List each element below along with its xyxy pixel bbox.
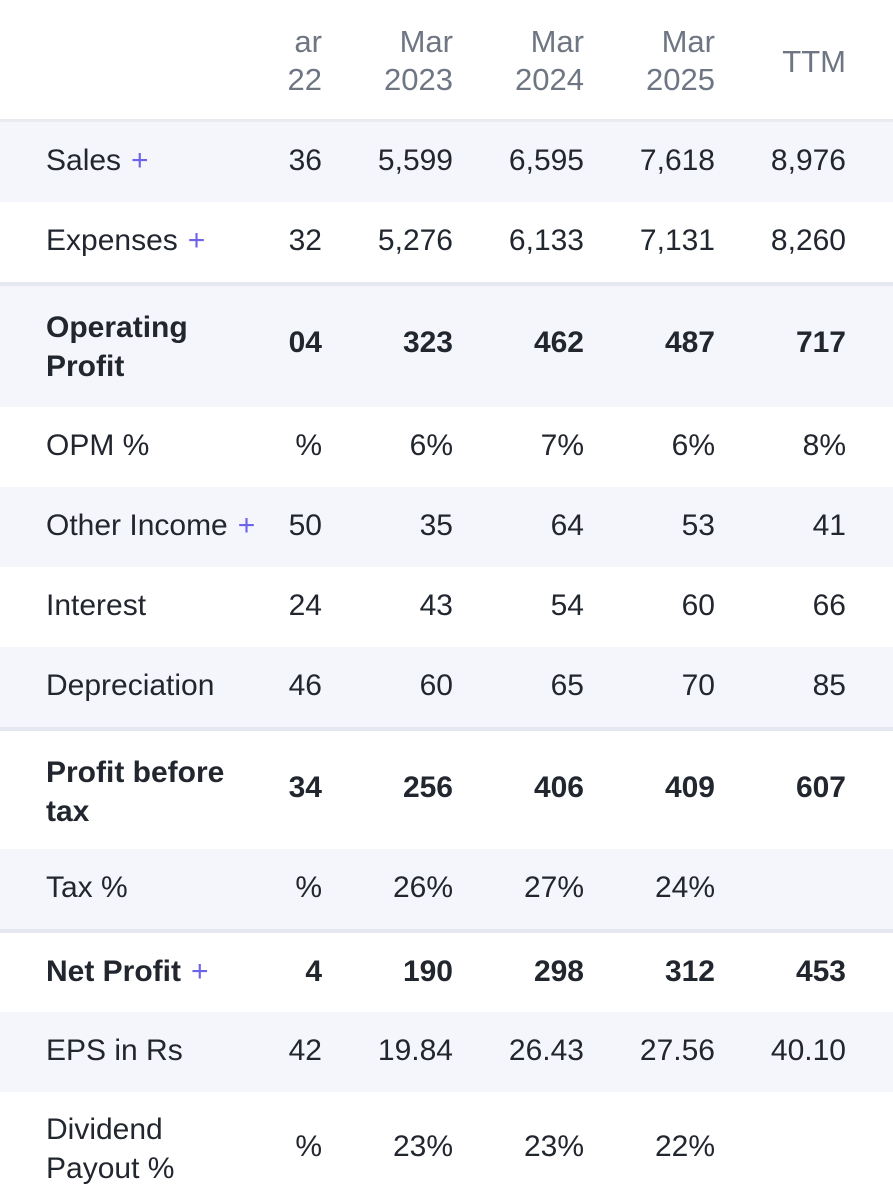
table-row: Interest 24 43 54 60 66 <box>0 567 893 647</box>
cell-mar-2023: 5,276 <box>377 224 453 257</box>
cell-mar-2025: 27.56 <box>639 1034 715 1067</box>
cell-mar-2025: 24% <box>654 871 715 904</box>
cell-mar-2023: 6% <box>409 429 453 462</box>
cell-partial: % <box>295 1130 322 1163</box>
table-row[interactable]: Other Income + 50 35 64 53 41 <box>0 487 893 567</box>
row-label: Dividend Payout % <box>46 1113 175 1185</box>
cell-ttm: 607 <box>795 771 846 804</box>
cell-partial: 50 <box>288 509 322 542</box>
cell-partial: % <box>295 871 322 904</box>
cell-mar-2023: 43 <box>419 589 453 622</box>
cell-ttm: 8,260 <box>770 224 846 257</box>
cell-ttm: 8% <box>802 429 846 462</box>
cell-partial: % <box>295 429 322 462</box>
table-row: OPM % % 6% 7% 6% 8% <box>0 407 893 487</box>
cell-mar-2024: 6,595 <box>508 144 584 177</box>
cell-mar-2024: 65 <box>550 669 584 702</box>
row-label: Interest <box>46 589 147 622</box>
header-col-partial: ar 22 <box>287 24 322 97</box>
table-row[interactable]: Net Profit + 4 190 298 312 453 <box>0 929 893 1012</box>
table-row: Profit before tax 34 256 406 409 607 <box>0 727 893 849</box>
cell-mar-2024: 406 <box>533 771 584 804</box>
row-label[interactable]: Expenses + <box>46 224 206 257</box>
expand-plus-icon[interactable]: + <box>191 955 209 988</box>
cell-mar-2023: 26% <box>392 871 453 904</box>
table-row: EPS in Rs 42 19.84 26.43 27.56 40.10 <box>0 1012 893 1092</box>
row-label[interactable]: Net Profit + <box>46 955 209 988</box>
row-label: OPM % <box>46 429 150 462</box>
cell-mar-2025: 22% <box>654 1130 715 1163</box>
header-col-ttm: TTM <box>782 44 846 79</box>
cell-partial: 24 <box>288 589 322 622</box>
row-label[interactable]: Sales + <box>46 144 149 177</box>
cell-mar-2024: 54 <box>550 589 584 622</box>
cell-mar-2025: 409 <box>664 771 715 804</box>
cell-mar-2023: 60 <box>419 669 453 702</box>
table-row: Operating Profit 04 323 462 487 717 <box>0 282 893 407</box>
expand-plus-icon[interactable]: + <box>237 509 256 542</box>
table-row: Dividend Payout % % 23% 23% 22% <box>0 1092 893 1202</box>
row-label: EPS in Rs <box>46 1034 183 1067</box>
row-label: Depreciation <box>46 669 215 702</box>
cell-partial: 36 <box>288 144 322 177</box>
row-label: Profit before tax <box>46 756 225 828</box>
cell-mar-2025: 312 <box>664 955 715 988</box>
expand-plus-icon[interactable]: + <box>187 224 206 257</box>
cell-ttm: 453 <box>795 955 846 988</box>
cell-mar-2025: 7,131 <box>639 224 715 257</box>
cell-mar-2023: 23% <box>392 1130 453 1163</box>
table-header: ar 22 Mar 2023 Mar 2024 Mar 2025 TTM <box>0 0 893 122</box>
cell-partial: 4 <box>305 955 322 988</box>
cell-mar-2024: 462 <box>533 326 584 359</box>
cell-partial: 04 <box>288 326 322 359</box>
cell-mar-2024: 27% <box>523 871 584 904</box>
cell-ttm: 41 <box>812 509 846 542</box>
cell-mar-2025: 53 <box>681 509 715 542</box>
cell-ttm: 85 <box>812 669 846 702</box>
cell-partial: 42 <box>288 1034 322 1067</box>
table-row: Tax % % 26% 27% 24% <box>0 849 893 929</box>
cell-ttm: 8,976 <box>770 144 846 177</box>
cell-mar-2023: 190 <box>402 955 453 988</box>
cell-partial: 34 <box>288 771 322 804</box>
cell-mar-2023: 5,599 <box>377 144 453 177</box>
cell-mar-2024: 298 <box>533 955 584 988</box>
table-row: Depreciation 46 60 65 70 85 <box>0 647 893 727</box>
row-label: Operating Profit <box>46 311 188 383</box>
cell-ttm: 40.10 <box>770 1034 846 1067</box>
expand-plus-icon[interactable]: + <box>131 144 149 177</box>
row-label: Tax % <box>46 871 128 904</box>
cell-mar-2024: 23% <box>523 1130 584 1163</box>
row-label[interactable]: Other Income + <box>46 509 256 542</box>
cell-mar-2024: 7% <box>540 429 584 462</box>
cell-mar-2024: 26.43 <box>508 1034 584 1067</box>
cell-partial: 32 <box>288 224 322 257</box>
cell-mar-2023: 19.84 <box>377 1034 453 1067</box>
cell-ttm: 717 <box>795 326 846 359</box>
cell-ttm: 66 <box>812 589 846 622</box>
cell-mar-2023: 256 <box>402 771 453 804</box>
cell-mar-2023: 323 <box>402 326 453 359</box>
cell-mar-2025: 487 <box>664 326 715 359</box>
cell-partial: 46 <box>288 669 322 702</box>
cell-mar-2024: 64 <box>550 509 584 542</box>
table-row[interactable]: Expenses + 32 5,276 6,133 7,131 8,260 <box>0 202 893 282</box>
header-col-mar-2024: Mar 2024 <box>515 24 584 97</box>
cell-mar-2025: 6% <box>671 429 715 462</box>
header-col-mar-2025: Mar 2025 <box>646 24 715 97</box>
table-row[interactable]: Sales + 36 5,599 6,595 7,618 8,976 <box>0 122 893 202</box>
cell-mar-2025: 70 <box>681 669 715 702</box>
cell-mar-2023: 35 <box>419 509 453 542</box>
cell-mar-2025: 7,618 <box>639 144 715 177</box>
cell-mar-2025: 60 <box>681 589 715 622</box>
header-col-mar-2023: Mar 2023 <box>384 24 453 97</box>
cell-mar-2024: 6,133 <box>508 224 584 257</box>
